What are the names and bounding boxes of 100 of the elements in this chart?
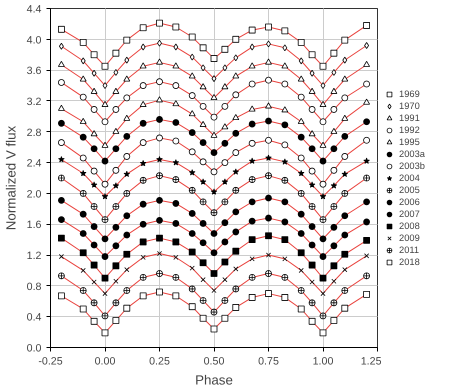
legend-label: 1992: [399, 124, 421, 136]
point: [250, 256, 255, 262]
point: [200, 178, 206, 185]
y-tick-label: 3.2: [26, 96, 42, 108]
point: [320, 216, 326, 224]
point: [298, 306, 305, 312]
point: [330, 317, 338, 324]
point: [363, 98, 370, 105]
x-tick-label: 1.25: [360, 356, 382, 368]
point: [58, 79, 65, 86]
point: [172, 24, 180, 30]
point: [102, 253, 108, 260]
point: [188, 248, 196, 256]
legend-label: 1970: [399, 100, 421, 112]
point: [102, 193, 108, 200]
point: [112, 106, 120, 113]
point: [92, 279, 97, 285]
legend-label: 1969: [399, 88, 421, 100]
x-tick-label: -0.25: [38, 356, 63, 368]
y-tick-label: 0.8: [26, 280, 42, 293]
point: [320, 312, 326, 320]
point: [90, 130, 98, 136]
point: [172, 62, 180, 68]
point: [341, 304, 348, 312]
legend-label: 2006: [399, 196, 421, 208]
point: [200, 277, 206, 282]
point: [281, 121, 288, 128]
point: [80, 268, 86, 273]
point: [200, 83, 206, 90]
point: [90, 242, 98, 248]
point: [330, 242, 338, 250]
point: [123, 153, 130, 160]
point: [232, 248, 240, 255]
point: [112, 182, 120, 189]
point: [320, 62, 326, 70]
x-tick-label: 0.50: [204, 356, 224, 368]
point: [363, 290, 370, 298]
point: [248, 236, 256, 244]
point: [320, 193, 326, 200]
point: [320, 118, 326, 126]
point: [80, 94, 87, 100]
point: [156, 20, 163, 27]
point: [330, 182, 338, 189]
point: [265, 76, 272, 84]
point: [332, 69, 336, 76]
point: [248, 80, 256, 88]
point: [58, 216, 65, 223]
point: [320, 100, 326, 107]
point: [140, 160, 146, 166]
point: [341, 114, 348, 121]
point: [363, 22, 370, 29]
point: [90, 168, 98, 174]
point: [124, 267, 130, 272]
point: [140, 200, 147, 208]
point: [140, 120, 147, 127]
point: [308, 145, 316, 152]
point: [210, 132, 218, 138]
point: [80, 249, 87, 256]
point: [232, 130, 240, 137]
point: [140, 220, 147, 228]
point: [156, 250, 162, 256]
point: [112, 242, 120, 250]
point: [200, 120, 206, 127]
point: [102, 100, 108, 107]
point: [156, 156, 163, 162]
point: [123, 76, 130, 82]
point: [233, 266, 238, 272]
point: [112, 166, 120, 174]
point: [266, 252, 272, 258]
point: [156, 116, 163, 123]
point: [320, 291, 326, 296]
point: [123, 212, 130, 220]
point: [156, 270, 163, 277]
legend-label: 2009: [399, 232, 421, 244]
point: [123, 250, 130, 258]
point: [58, 196, 65, 204]
point: [364, 42, 369, 49]
point: [320, 180, 326, 188]
point: [102, 118, 108, 126]
point: [80, 154, 87, 162]
point: [123, 114, 130, 121]
point: [80, 76, 87, 82]
point: [112, 262, 120, 270]
point: [308, 203, 316, 210]
y-tick-label: 0.0: [26, 342, 42, 354]
point: [58, 234, 65, 242]
point: [232, 228, 240, 236]
y-tick-label: 2.4: [26, 158, 42, 170]
point: [266, 40, 271, 48]
point: [308, 223, 316, 230]
point: [298, 39, 305, 46]
point: [188, 72, 196, 78]
point: [222, 159, 228, 166]
point: [363, 174, 370, 182]
point: [320, 158, 326, 164]
point: [282, 44, 288, 52]
point: [102, 158, 108, 164]
point: [281, 106, 288, 112]
point: [188, 230, 196, 237]
point: [172, 119, 180, 126]
